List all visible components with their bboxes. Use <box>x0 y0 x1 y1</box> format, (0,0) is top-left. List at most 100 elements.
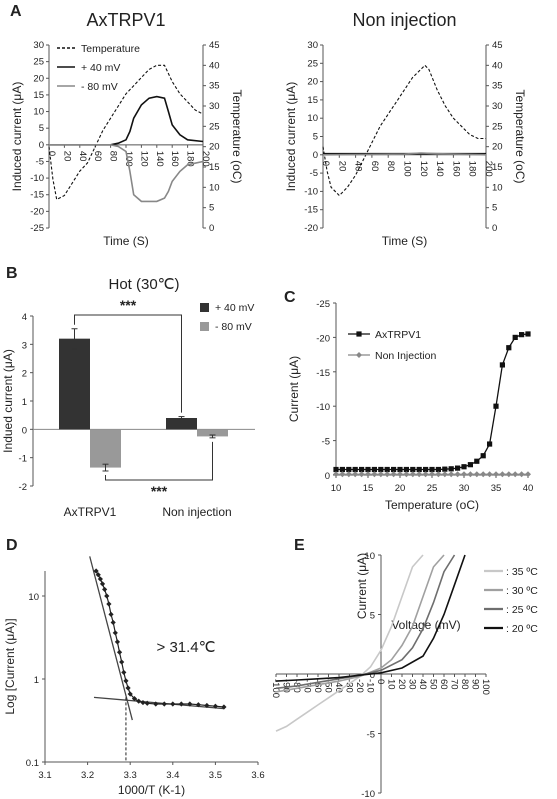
x-tick-label: 40 <box>353 161 364 172</box>
data-point <box>221 704 227 710</box>
legend-marker <box>356 352 362 358</box>
data-point <box>170 701 176 707</box>
data-point <box>377 471 384 478</box>
x-tick-label: 60 <box>438 679 449 690</box>
y2-tick-label: 15 <box>209 162 220 173</box>
data-point <box>95 572 101 578</box>
y-tick-label: 0 <box>39 140 44 151</box>
x-tick-label: 200 <box>200 151 211 167</box>
significance-bracket <box>74 314 182 413</box>
series-line-e <box>275 554 445 693</box>
y-tick-label: -20 <box>30 206 44 217</box>
x-tick-label: 30 <box>407 679 418 690</box>
y-tick-label: 15 <box>33 90 44 101</box>
y-tick-label: 10 <box>307 113 318 124</box>
x-tick-label: 3.6 <box>251 770 264 781</box>
y2-tick-label: 35 <box>492 81 503 92</box>
legend-label: + 40 mV <box>81 62 120 74</box>
data-point <box>442 466 448 472</box>
data-point <box>352 466 358 473</box>
y-tick-label: 5 <box>313 132 318 143</box>
y-tick-label: -15 <box>304 205 318 216</box>
data-point <box>461 464 467 470</box>
data-point <box>493 403 499 409</box>
y2-tick-label: 10 <box>492 182 503 193</box>
data-point <box>499 471 506 478</box>
y-tick-label: 0 <box>370 670 375 681</box>
x-tick-label: 20 <box>336 161 347 172</box>
x-tick-label: 120 <box>418 161 429 177</box>
y-tick-label: 5 <box>39 123 44 134</box>
data-point <box>359 466 365 473</box>
legend-label: : 25 ºC <box>506 604 538 616</box>
y2-tick-label: 25 <box>492 121 503 132</box>
data-point <box>525 331 531 337</box>
data-point <box>512 334 518 340</box>
y-tick-label: -5 <box>367 730 375 741</box>
data-point <box>104 593 110 599</box>
data-point <box>519 332 525 338</box>
series-line-e <box>275 554 424 732</box>
legend-label: AxTRPV1 <box>375 329 421 341</box>
x-tick-label: -10 <box>365 679 376 693</box>
legend-label: : 35 ºC <box>506 566 538 578</box>
x-tick-label: 3.5 <box>209 770 222 781</box>
x-tick-label: 10 <box>331 483 342 494</box>
data-point <box>384 466 390 473</box>
y2-axis-title-a-left: Temperature (oC) <box>230 89 244 183</box>
y-tick-label: -20 <box>304 223 318 234</box>
data-point <box>99 581 106 587</box>
x-tick-label: 40 <box>417 679 428 690</box>
y2-tick-label: 20 <box>209 142 220 153</box>
data-point <box>448 466 454 472</box>
data-point <box>125 685 131 691</box>
data-point <box>480 453 486 459</box>
y2-axis-title-a-right: Temperature (oC) <box>513 89 527 183</box>
x-tick-label: 20 <box>61 151 72 162</box>
data-point <box>410 466 416 473</box>
data-point <box>435 466 441 473</box>
threshold-label: > 31.4℃ <box>157 639 216 656</box>
data-point <box>97 576 103 582</box>
data-point <box>102 586 108 593</box>
y-tick-label: 25 <box>307 58 318 69</box>
chart-title-a-right: Non injection <box>352 10 456 30</box>
y2-tick-label: 45 <box>209 40 220 51</box>
series-line-a-left <box>49 95 204 146</box>
x-axis-title-d: 1000/T (K-1) <box>118 783 185 797</box>
x-tick-label: 25 <box>427 483 438 494</box>
y-tick-label: 2 <box>22 369 27 380</box>
x-tick-label: 120 <box>138 151 149 167</box>
x-tick-label: 0 <box>46 151 57 156</box>
data-point <box>106 601 112 607</box>
data-point <box>371 471 378 478</box>
fit-line <box>89 556 133 721</box>
data-point <box>153 701 159 707</box>
y-tick-label: 10 <box>364 551 375 562</box>
data-point <box>204 702 210 709</box>
x-tick-label: -20 <box>354 679 365 693</box>
data-point <box>473 471 480 478</box>
data-point <box>136 698 142 704</box>
y-tick-label: -10 <box>304 186 318 197</box>
x-tick-label: 80 <box>385 161 396 172</box>
data-point <box>423 466 429 473</box>
y2-tick-label: 40 <box>492 60 503 71</box>
y2-tick-label: 20 <box>492 142 503 153</box>
y-tick-label: 20 <box>307 77 318 88</box>
y-tick-label: -5 <box>310 168 318 179</box>
y2-tick-label: 25 <box>209 121 220 132</box>
bar <box>166 418 197 430</box>
data-point <box>93 568 99 574</box>
y-tick-label: 5 <box>370 611 375 622</box>
y-tick-label: -15 <box>316 368 330 379</box>
significance-label: *** <box>120 297 137 313</box>
y-tick-label: 15 <box>307 95 318 106</box>
legend-swatch <box>200 322 209 331</box>
data-point <box>187 701 193 707</box>
y-tick-label: 10 <box>33 107 44 118</box>
data-point <box>127 691 133 697</box>
data-point <box>429 471 435 478</box>
series-line-e <box>275 554 466 682</box>
